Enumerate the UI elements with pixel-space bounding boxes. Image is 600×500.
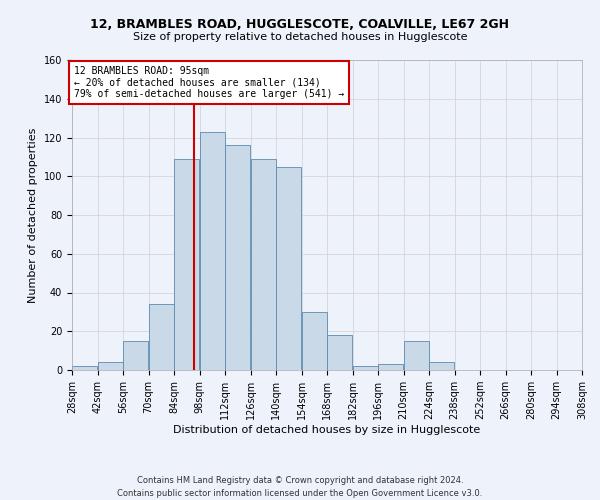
Bar (123, 341, 148, 370)
Bar (225, 145, 250, 370)
Bar (302, 312, 327, 370)
Y-axis label: Number of detached properties: Number of detached properties (28, 128, 38, 302)
Bar (174, 159, 199, 370)
Text: Contains public sector information licensed under the Open Government Licence v3: Contains public sector information licen… (118, 489, 482, 498)
Bar (327, 335, 352, 370)
Bar (429, 362, 454, 370)
Bar (276, 166, 301, 370)
Bar (98, 362, 123, 370)
X-axis label: Distribution of detached houses by size in Hugglescote: Distribution of detached houses by size … (173, 425, 481, 435)
Bar (378, 364, 403, 370)
Bar (200, 132, 225, 370)
Text: Contains HM Land Registry data © Crown copyright and database right 2024.: Contains HM Land Registry data © Crown c… (137, 476, 463, 485)
Bar (404, 341, 429, 370)
Text: 12 BRAMBLES ROAD: 95sqm
← 20% of detached houses are smaller (134)
79% of semi-d: 12 BRAMBLES ROAD: 95sqm ← 20% of detache… (74, 66, 344, 99)
Bar (149, 304, 174, 370)
Text: Size of property relative to detached houses in Hugglescote: Size of property relative to detached ho… (133, 32, 467, 42)
Text: 12, BRAMBLES ROAD, HUGGLESCOTE, COALVILLE, LE67 2GH: 12, BRAMBLES ROAD, HUGGLESCOTE, COALVILL… (91, 18, 509, 30)
Bar (353, 366, 378, 370)
Bar (251, 159, 276, 370)
Bar (72, 366, 97, 370)
